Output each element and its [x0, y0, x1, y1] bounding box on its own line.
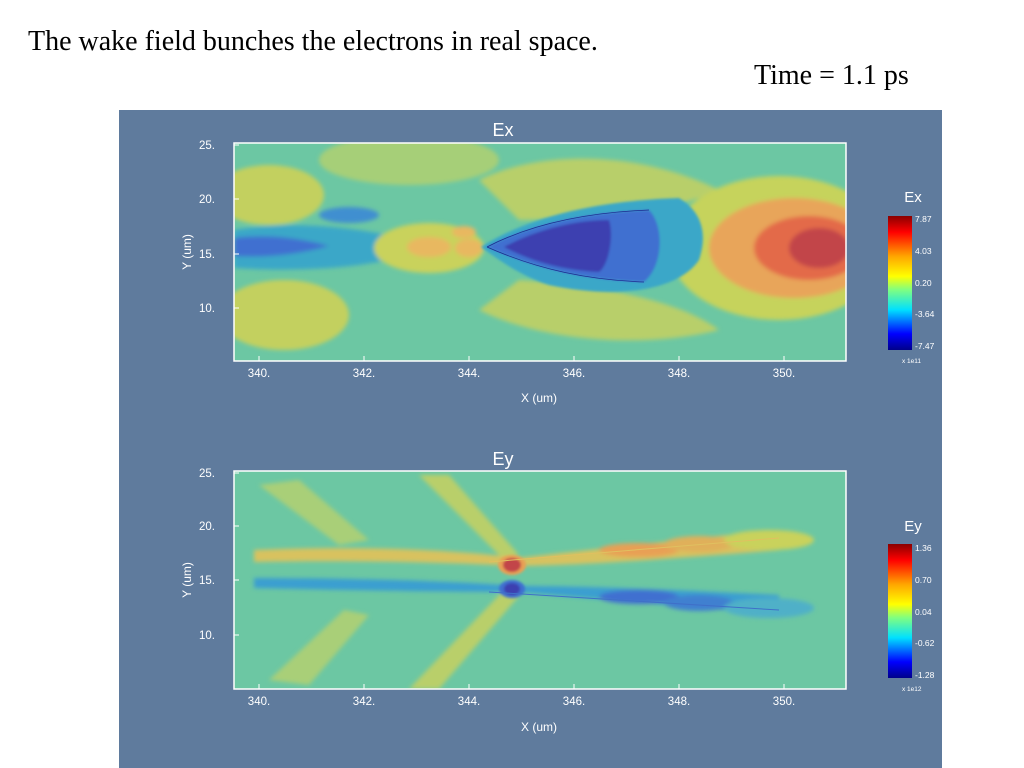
- ex-orange-center-2: [455, 239, 483, 257]
- ex-ylabel: Y (um): [180, 234, 194, 270]
- ex-xtick-label: 350.: [773, 368, 795, 380]
- ey-colorbar-label: -0.62: [915, 638, 935, 648]
- ey-xtick-label: 340.: [248, 696, 270, 708]
- ex-contour-line-2: [486, 246, 645, 283]
- ey-xlabel: X (um): [521, 720, 557, 734]
- ey-xtick-label: 342.: [353, 696, 375, 708]
- ex-colorbar-gradient: [888, 216, 912, 350]
- ey-osc-far: [724, 598, 814, 618]
- figure-svg: Ex: [180, 120, 935, 734]
- ey-negative-band: [254, 578, 779, 615]
- ex-colorbar-label: 7.87: [915, 214, 932, 224]
- ex-orange-center-3: [452, 226, 476, 238]
- ex-cyan-band: [234, 225, 489, 270]
- ey-ytick-label: 20.: [199, 521, 215, 533]
- ex-xtick-label: 344.: [458, 368, 480, 380]
- ex-plot-frame: [233, 142, 847, 362]
- ex-orange-center-1: [407, 237, 451, 257]
- ey-osc-upper: [664, 536, 734, 552]
- ey-x-axis: 340. 342. 344. 346. 348. 350. X (um): [248, 684, 795, 734]
- ey-ytick-label: 15.: [199, 575, 215, 587]
- ey-colorbar-title: Ey: [904, 518, 922, 535]
- ey-title: Ey: [492, 449, 513, 469]
- ey-osc-lower: [664, 595, 734, 611]
- ex-colorbar-label: -7.47: [915, 341, 935, 351]
- ex-contour-line: [486, 209, 650, 248]
- ex-lobe-top-middle: [319, 143, 499, 185]
- slide-caption: The wake field bunches the electrons in …: [28, 26, 598, 57]
- ey-xtick-label: 348.: [668, 696, 690, 708]
- ex-ytick-label: 10.: [199, 303, 215, 315]
- ex-blue-core-left: [234, 236, 329, 257]
- ex-title: Ex: [492, 120, 513, 140]
- ex-colorbar-label: -3.64: [915, 309, 935, 319]
- ey-streak-upper: [419, 475, 519, 560]
- ey-colorbar-multiplier: x 1e12: [902, 686, 922, 693]
- ex-negative-wedge-inner: [504, 220, 611, 272]
- ex-lobe-lower-left: [234, 280, 349, 350]
- ex-heatmap: [234, 143, 846, 361]
- ey-axis-line-lower: [488, 591, 780, 611]
- ey-colorbar: Ey 1.36 0.70 0.04 -0.62 -1.28 x 1e12: [888, 518, 935, 693]
- ey-positive-band: [254, 530, 779, 566]
- ey-colorbar-label: 0.04: [915, 607, 932, 617]
- ex-positive-lobe-core: [789, 228, 846, 268]
- ey-colorbar-label: 0.70: [915, 575, 932, 585]
- ey-ytick-label: 10.: [199, 630, 215, 642]
- ex-x-axis: 340. 342. 344. 346. 348. 350. X (um): [248, 356, 795, 405]
- ey-streak-lower: [409, 590, 519, 689]
- ey-colorbar-label: -1.28: [915, 670, 935, 680]
- ey-colorbar-gradient: [888, 544, 912, 678]
- ex-y-axis: 25. 20. 15. 10. Y (um): [180, 140, 239, 315]
- ey-xtick-label: 346.: [563, 696, 585, 708]
- ex-lobe-upper-left: [234, 165, 324, 225]
- ex-xtick-label: 346.: [563, 368, 585, 380]
- ey-ytick-label: 25.: [199, 468, 215, 480]
- ey-y-axis: 25. 20. 15. 10. Y (um): [180, 468, 239, 642]
- ey-streak-upper-left: [259, 480, 369, 545]
- chart-ex: Ex: [180, 120, 935, 405]
- ey-xtick-label: 344.: [458, 696, 480, 708]
- ex-xtick-label: 340.: [248, 368, 270, 380]
- ex-xlabel: X (um): [521, 391, 557, 405]
- ex-ytick-label: 15.: [199, 249, 215, 261]
- ey-axis-line-upper: [488, 537, 780, 563]
- ey-colorbar-label: 1.36: [915, 543, 932, 553]
- ex-xtick-label: 348.: [668, 368, 690, 380]
- ex-ytick-label: 25.: [199, 140, 215, 152]
- ex-colorbar-label: 0.20: [915, 278, 932, 288]
- ey-heatmap: [234, 471, 846, 689]
- ex-yellow-lower-right: [479, 280, 719, 341]
- ey-hotspot-positive: [503, 558, 521, 572]
- ex-ytick-label: 20.: [199, 194, 215, 206]
- ex-colorbar: Ex 7.87 4.03 0.20 -3.64 -7.47 x 1e11: [888, 189, 935, 365]
- time-label: Time = 1.1 ps: [754, 60, 909, 91]
- ey-xtick-label: 350.: [773, 696, 795, 708]
- ex-cyan-spot: [319, 207, 379, 223]
- ex-colorbar-title: Ex: [904, 189, 922, 206]
- ex-colorbar-label: 4.03: [915, 246, 932, 256]
- ey-ylabel: Y (um): [180, 562, 194, 598]
- ey-osc-far: [724, 530, 814, 550]
- ey-streak-lower-left: [269, 610, 369, 685]
- chart-ey: Ey: [180, 449, 935, 734]
- ex-xtick-label: 342.: [353, 368, 375, 380]
- ex-colorbar-multiplier: x 1e11: [902, 358, 921, 365]
- ey-hotspot-negative: [504, 583, 520, 595]
